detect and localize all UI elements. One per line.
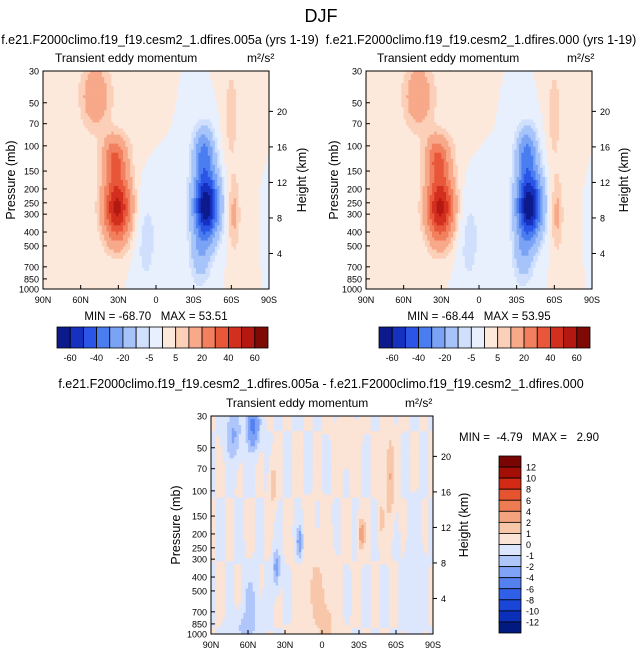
panel-case-a-contour-field	[43, 71, 270, 290]
panel-case-a-variable: Transient eddy momentum	[55, 51, 197, 65]
figure-title: DJF	[305, 6, 338, 26]
panel-case-a-units: m²/s²	[247, 51, 274, 65]
figure: DJF f.e21.F2000climo.f19_f19.cesm2_1.dfi…	[0, 0, 643, 658]
panel-case-a: f.e21.F2000climo.f19_f19.cesm2_1.dfires.…	[1, 33, 319, 363]
panel-case-a-title: f.e21.F2000climo.f19_f19.cesm2_1.dfires.…	[1, 33, 319, 47]
